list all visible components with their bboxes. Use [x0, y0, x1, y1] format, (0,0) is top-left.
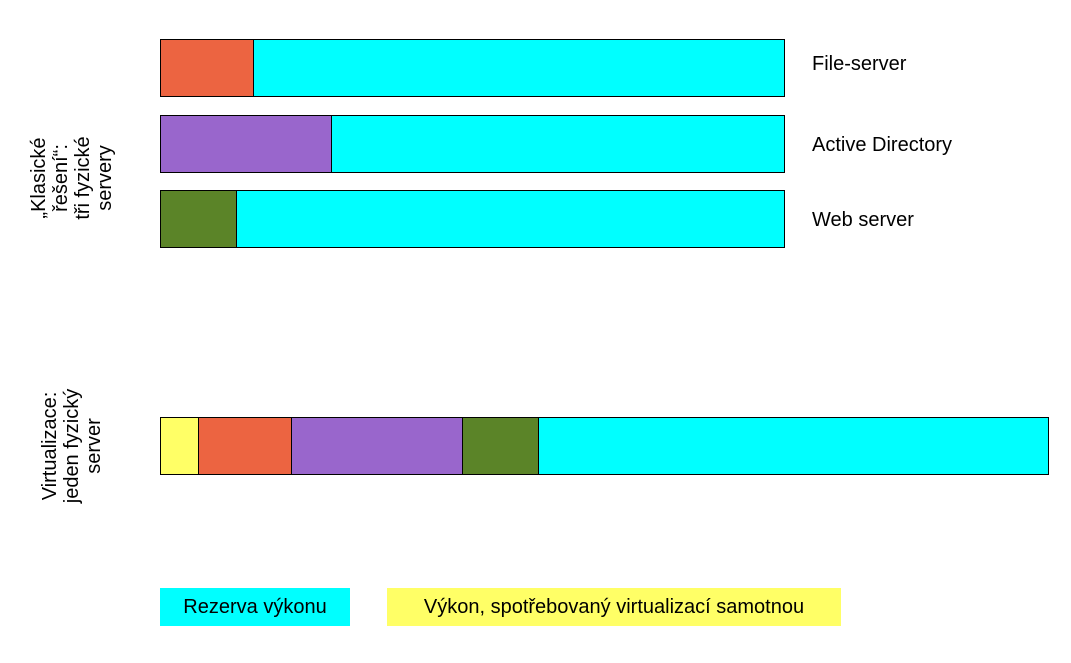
file-server-label: File-server	[812, 53, 907, 75]
active-directory-used-segment	[161, 116, 333, 172]
virtual-server-bar	[160, 417, 1049, 475]
web-server-used-segment	[161, 191, 237, 247]
classic-label-line-2: řešení“:	[50, 144, 72, 212]
active-directory-bar	[160, 115, 785, 173]
virtual-active-directory-segment	[292, 418, 463, 474]
classic-label-line-4: servery	[94, 145, 116, 211]
web-server-bar	[160, 190, 785, 248]
legend-virtualization: Výkon, spotřebovaný virtualizací samotno…	[387, 588, 841, 626]
file-server-bar	[160, 39, 785, 97]
active-directory-label: Active Directory	[812, 134, 953, 156]
virtual-label-line-1: Virtualizace:	[39, 391, 61, 501]
classic-label-line-1: „Klasické	[28, 137, 50, 219]
file-server-used-segment	[161, 40, 255, 96]
virtual-label-line-3: server	[83, 418, 105, 474]
virtualization-overhead-segment	[161, 418, 200, 474]
classic-group-label: „Klasické řešení“: tři fyzické servery	[28, 136, 116, 219]
virtual-group-label: Virtualizace: jeden fyzický server	[39, 389, 105, 504]
classic-label-line-3: tři fyzické	[72, 136, 94, 220]
legend-reserve: Rezerva výkonu	[160, 588, 350, 626]
web-server-label: Web server	[812, 209, 914, 231]
virtual-web-server-segment	[462, 418, 539, 474]
virtual-label-line-2: jeden fyzický	[61, 388, 83, 504]
virtual-file-server-segment	[199, 418, 293, 474]
